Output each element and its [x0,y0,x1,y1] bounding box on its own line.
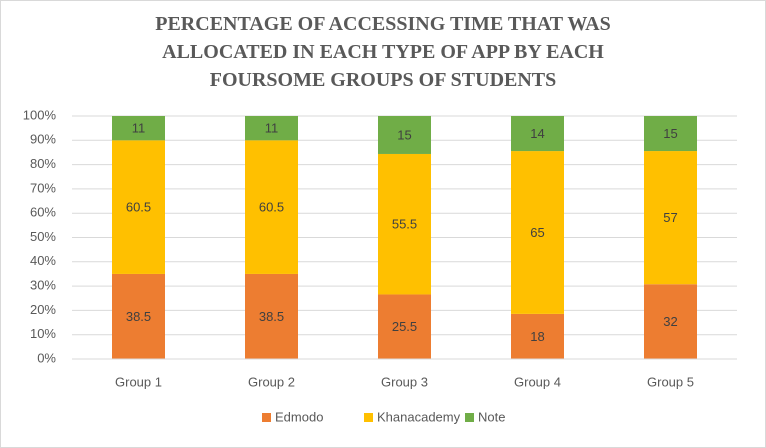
y-tick-label: 30% [30,278,56,293]
bar-segment [378,116,431,154]
y-tick-label: 60% [30,205,56,220]
x-tick-label: Group 5 [647,374,694,389]
y-tick-label: 40% [30,253,56,268]
data-label: 15 [663,126,677,141]
data-label: 15 [397,127,411,142]
bar-segment [245,273,298,359]
data-label: 55.5 [392,217,417,232]
chart-title: PERCENTAGE OF ACCESSING TIME THAT WAS AL… [155,13,611,91]
x-tick-label: Group 2 [248,374,295,389]
data-label: 38.5 [259,309,284,324]
bar-segment [644,284,697,359]
data-label: 25.5 [392,319,417,334]
y-tick-label: 70% [30,180,56,195]
bar-segment [511,313,564,359]
data-label: 60.5 [259,200,284,215]
data-label: 57 [663,210,677,225]
x-tick-label: Group 4 [514,374,561,389]
data-label: 11 [265,121,279,136]
bar-segment [112,273,165,359]
legend-label: Edmodo [275,409,323,424]
data-label: 14 [530,126,544,141]
y-tick-label: 0% [37,350,56,365]
legend-swatch [262,413,271,422]
data-label: 32 [663,314,677,329]
bar-segment [245,116,298,141]
bar-segment [112,116,165,141]
bar-segment [644,151,697,285]
bar-segment [378,153,431,295]
legend-label: Khanacademy [377,409,461,424]
bar-segment [112,140,165,274]
bar-segment [245,140,298,274]
bar-segment [644,116,697,152]
legend-label: Note [478,409,505,424]
bar-segment [511,116,564,152]
legend-swatch [465,413,474,422]
data-label: 60.5 [126,200,151,215]
bar-segment [511,151,564,314]
y-tick-label: 100% [23,107,57,122]
x-tick-label: Group 3 [381,374,428,389]
y-tick-label: 90% [30,132,56,147]
y-tick-label: 80% [30,156,56,171]
data-label: 38.5 [126,309,151,324]
y-tick-label: 20% [30,302,56,317]
data-label: 65 [530,225,544,240]
x-tick-label: Group 1 [115,374,162,389]
data-label: 18 [530,329,544,344]
y-tick-label: 50% [30,229,56,244]
bar-segment [378,294,431,359]
y-tick-label: 10% [30,326,56,341]
data-label: 11 [132,121,146,136]
legend-swatch [364,413,373,422]
